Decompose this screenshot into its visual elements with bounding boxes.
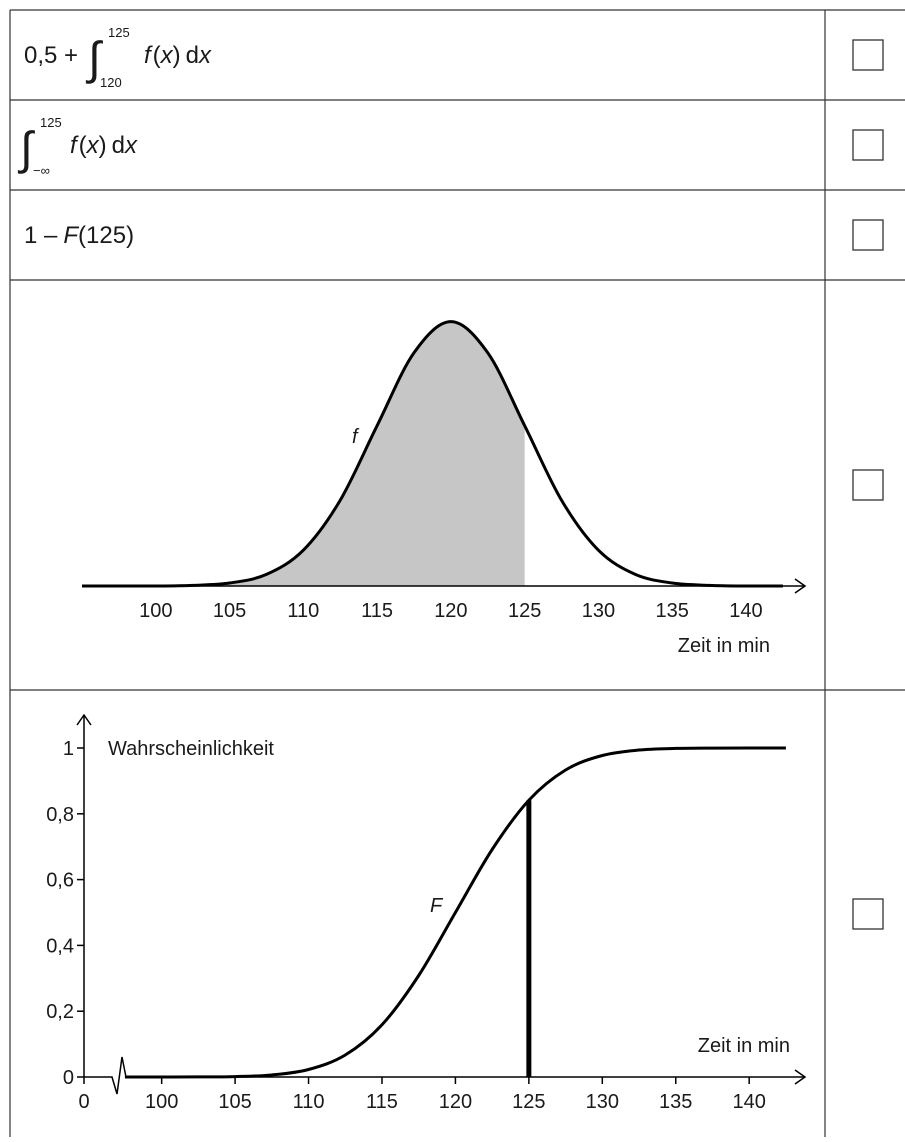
x-tick-label: 140 [729, 600, 762, 622]
symbol: d [112, 132, 125, 159]
symbol: x [160, 42, 174, 69]
x-tick-label: 120 [439, 1091, 472, 1113]
x-tick-label: 100 [139, 600, 172, 622]
symbol: f [144, 42, 153, 69]
x-tick-label: 125 [508, 600, 541, 622]
x-axis-label: Zeit in min [678, 635, 770, 657]
x-tick-label: 105 [218, 1091, 251, 1113]
upper-limit: 125 [40, 115, 62, 130]
checkboxes [852, 39, 884, 930]
x-tick-label: 110 [287, 600, 319, 622]
y-tick-label: 0,4 [46, 935, 74, 957]
checkbox[interactable] [852, 39, 884, 71]
x-tick-label: 130 [586, 1091, 619, 1113]
formula: 1 – F(125) [24, 222, 134, 249]
y-tick-label: 0,8 [46, 804, 74, 826]
x-tick-label: 105 [213, 600, 246, 622]
lower-limit: 120 [100, 75, 122, 90]
x-tick-label: 140 [732, 1091, 765, 1113]
x-tick-label: 135 [656, 600, 689, 622]
formula-prefix: 0,5 + [24, 42, 78, 69]
symbol: 1 – [24, 222, 58, 249]
symbol: (125) [78, 222, 134, 249]
checkbox[interactable] [852, 219, 884, 251]
checkbox[interactable] [852, 898, 884, 930]
y-axis-arrow [76, 713, 92, 726]
x-tick-label: 130 [582, 600, 615, 622]
x-tick-label: 100 [145, 1091, 178, 1113]
symbol: ) [99, 132, 107, 159]
x-tick-label: 110 [293, 1091, 325, 1113]
table-grid [9, 9, 905, 1137]
symbol: ( [153, 42, 161, 69]
checkbox[interactable] [852, 129, 884, 161]
x-tick-label: 115 [361, 600, 393, 622]
curve-label: f [352, 426, 360, 448]
x-axis-label: Zeit in min [698, 1035, 790, 1057]
integrand: f(x) dx [144, 42, 212, 69]
x-tick-label: 120 [434, 600, 467, 622]
symbol: F [63, 222, 79, 249]
x-tick-label: 0 [78, 1091, 89, 1113]
symbol: f [70, 132, 79, 159]
y-tick-label: 0 [63, 1067, 74, 1089]
symbol: ( [79, 132, 87, 159]
y-axis-label: Wahrscheinlichkeit [108, 738, 274, 760]
symbol: x [198, 42, 212, 69]
checkbox[interactable] [852, 469, 884, 501]
y-tick-label: 0,2 [46, 1001, 74, 1023]
integral-sign: ∫ [17, 122, 35, 174]
integral-sign: ∫ [85, 32, 103, 84]
lower-limit: −∞ [33, 163, 50, 178]
x-tick-label: 125 [512, 1091, 545, 1113]
density-curve [81, 320, 783, 588]
integrand: f(x) dx [70, 132, 138, 159]
symbol: d [186, 42, 199, 69]
shaded-area [82, 321, 525, 587]
y-tick-label: 0,6 [46, 870, 74, 892]
symbol: x [124, 132, 138, 159]
x-tick-label: 115 [366, 1091, 398, 1113]
axis-break [84, 1056, 127, 1095]
cdf-curve [124, 746, 786, 1079]
upper-limit: 125 [108, 25, 130, 40]
x-axis-arrow [794, 578, 807, 594]
y-tick-label: 1 [63, 738, 74, 760]
curve-label: F [430, 895, 444, 917]
x-tick-label: 135 [659, 1091, 692, 1113]
x-axis-arrow [794, 1069, 807, 1085]
symbol: ) [173, 42, 181, 69]
symbol: x [86, 132, 100, 159]
